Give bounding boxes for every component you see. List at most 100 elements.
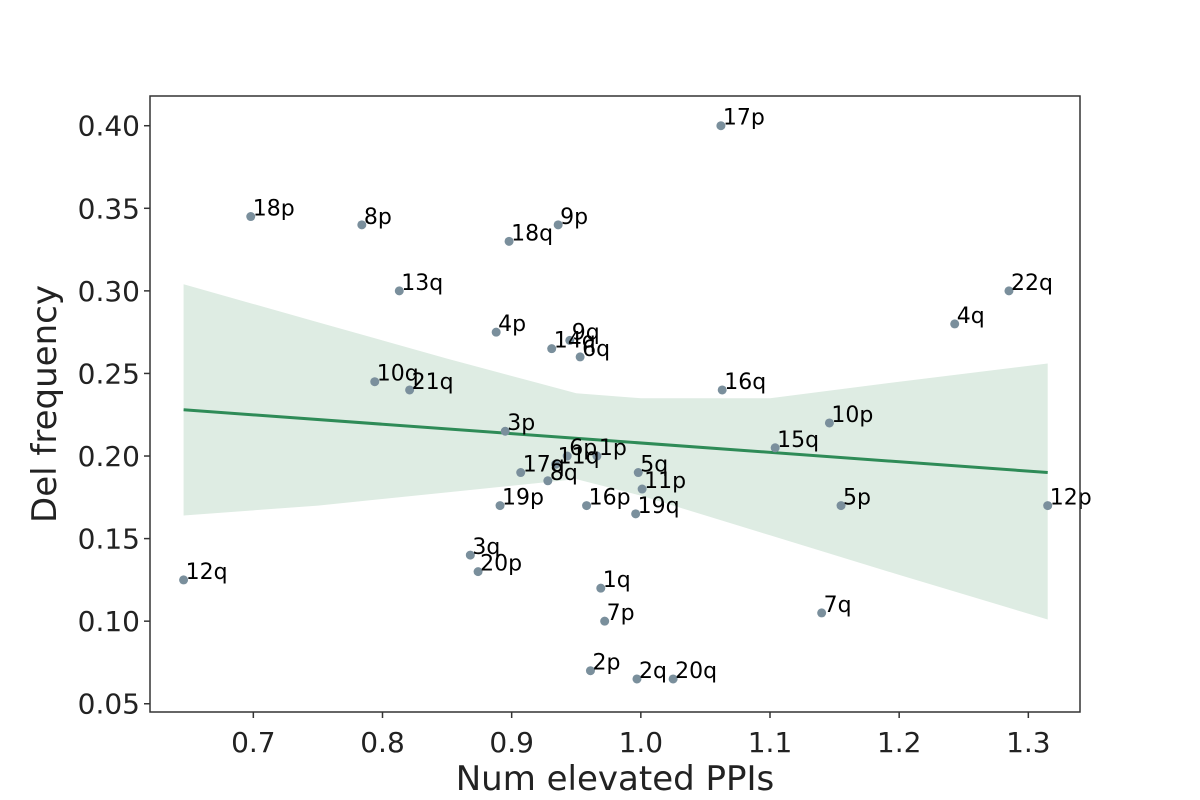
data-point bbox=[473, 567, 483, 577]
data-point bbox=[716, 121, 726, 131]
data-point-label: 20p bbox=[480, 552, 522, 577]
data-point-label: 17p bbox=[723, 106, 765, 131]
data-point bbox=[370, 377, 380, 387]
data-point bbox=[596, 583, 606, 593]
data-point bbox=[357, 220, 367, 230]
data-point bbox=[405, 385, 415, 395]
y-tick-label: 0.05 bbox=[78, 688, 140, 721]
data-point bbox=[516, 468, 526, 478]
data-point bbox=[500, 426, 510, 436]
data-point-label: 4p bbox=[498, 312, 526, 337]
data-point bbox=[495, 501, 505, 511]
data-point-label: 7q bbox=[824, 593, 852, 618]
regression-line bbox=[183, 408, 1048, 475]
data-point bbox=[836, 501, 846, 511]
data-point-label: 16q bbox=[724, 370, 766, 395]
x-axis: 0.7 0.8 0.9 1.0 1.1 1.2 1.3 bbox=[231, 712, 1051, 759]
data-point bbox=[950, 319, 960, 329]
data-point bbox=[465, 550, 475, 560]
data-point bbox=[600, 616, 610, 626]
data-point-label: 19q bbox=[638, 494, 680, 519]
y-tick-label: 0.40 bbox=[78, 110, 140, 143]
data-point-label: 5q bbox=[640, 453, 668, 478]
data-point bbox=[1004, 286, 1014, 296]
data-point bbox=[491, 327, 501, 337]
data-point-label: 11p bbox=[644, 469, 686, 494]
data-point-label: 2q bbox=[639, 659, 667, 684]
regression-line-layer bbox=[183, 408, 1048, 475]
data-point-label: 10p bbox=[831, 403, 873, 428]
data-point-label: 18p bbox=[253, 197, 295, 222]
data-point bbox=[246, 212, 256, 222]
x-tick-label: 0.9 bbox=[489, 726, 534, 759]
x-tick-label: 0.7 bbox=[231, 726, 276, 759]
data-point-label: 12q bbox=[186, 560, 228, 585]
data-point bbox=[592, 451, 602, 461]
data-point-label: 6p bbox=[569, 436, 597, 461]
data-point-label: 16p bbox=[589, 486, 631, 511]
data-point bbox=[575, 352, 585, 362]
x-tick-label: 1.2 bbox=[877, 726, 922, 759]
x-tick-label: 1.1 bbox=[748, 726, 793, 759]
data-point-label: 21q bbox=[412, 370, 454, 395]
data-point bbox=[562, 451, 572, 461]
data-point-label: 18q bbox=[511, 221, 553, 246]
x-tick-label: 1.3 bbox=[1006, 726, 1051, 759]
y-tick-label: 0.25 bbox=[78, 357, 140, 390]
y-tick-label: 0.15 bbox=[78, 523, 140, 556]
data-point bbox=[585, 666, 595, 676]
data-point-label: 19p bbox=[502, 486, 544, 511]
x-tick-label: 0.8 bbox=[360, 726, 405, 759]
y-axis: 0.05 0.10 0.15 0.20 0.25 0.30 0.35 0.40 bbox=[78, 110, 150, 721]
data-point bbox=[637, 484, 647, 494]
data-point bbox=[1043, 501, 1053, 511]
data-point-label: 20q bbox=[675, 659, 717, 684]
data-point-label: 10q bbox=[377, 362, 419, 387]
data-point bbox=[394, 286, 404, 296]
data-point bbox=[770, 443, 780, 453]
data-point-label: 17q bbox=[523, 453, 565, 478]
x-axis-title: Num elevated PPIs bbox=[456, 759, 775, 799]
data-point bbox=[824, 418, 834, 428]
data-point-label: 13q bbox=[401, 271, 443, 296]
data-point-label: 8q bbox=[550, 461, 578, 486]
data-point bbox=[179, 575, 189, 585]
data-point bbox=[543, 476, 553, 486]
data-point bbox=[632, 674, 642, 684]
data-point-label: 1p bbox=[599, 436, 627, 461]
data-point-label: 4q bbox=[957, 304, 985, 329]
confidence-band bbox=[183, 284, 1048, 620]
data-point-label: 22q bbox=[1011, 271, 1053, 296]
y-tick-label: 0.35 bbox=[78, 192, 140, 225]
data-point bbox=[504, 236, 514, 246]
data-point bbox=[553, 220, 563, 230]
y-tick-label: 0.10 bbox=[78, 605, 140, 638]
data-point-label: 9p bbox=[560, 205, 588, 230]
confidence-band-layer bbox=[183, 284, 1048, 620]
data-point-label: 14q bbox=[554, 329, 596, 354]
data-point-label: 15q bbox=[777, 428, 819, 453]
data-point-label: 12p bbox=[1050, 486, 1092, 511]
data-point-label: 3p bbox=[507, 411, 535, 436]
plot-frame bbox=[149, 95, 1081, 713]
data-point bbox=[633, 468, 643, 478]
data-point-label: 5p bbox=[843, 486, 871, 511]
data-point-label: 7p bbox=[607, 601, 635, 626]
x-tick-label: 1.0 bbox=[619, 726, 664, 759]
data-point-label: 11q bbox=[558, 444, 600, 469]
points-layer bbox=[179, 121, 1053, 684]
data-point bbox=[817, 608, 827, 618]
y-tick-label: 0.20 bbox=[78, 440, 140, 473]
data-point-label: 2p bbox=[592, 651, 620, 676]
data-point bbox=[668, 674, 678, 684]
y-axis-title: Del frequency bbox=[25, 285, 65, 523]
data-point-label: 6q bbox=[582, 337, 610, 362]
y-tick-label: 0.30 bbox=[78, 275, 140, 308]
data-point bbox=[551, 459, 561, 469]
data-point bbox=[547, 344, 557, 354]
data-point bbox=[717, 385, 727, 395]
data-point bbox=[582, 501, 592, 511]
data-point bbox=[631, 509, 641, 519]
